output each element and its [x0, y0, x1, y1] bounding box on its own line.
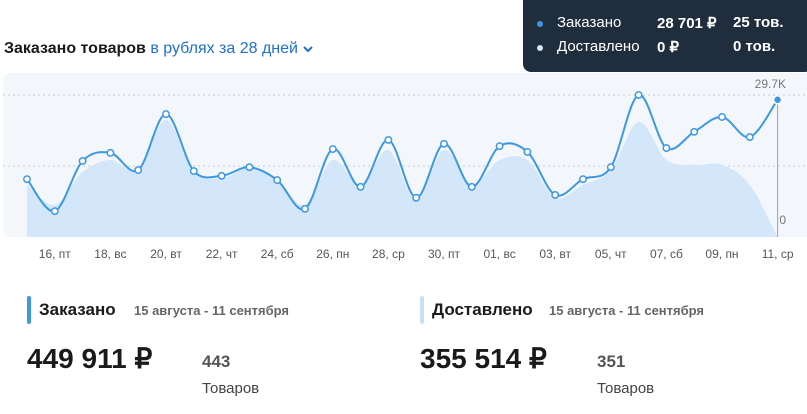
point: [495, 142, 504, 151]
point: [356, 182, 365, 191]
card-period: 15 августа - 11 сентября: [134, 303, 289, 318]
point: [579, 175, 587, 184]
point: [772, 95, 783, 105]
period-selector[interactable]: в рублях за 28 дней: [150, 40, 298, 57]
point: [467, 182, 476, 191]
x-tick-label: 26, пн: [316, 247, 349, 261]
point: [606, 163, 615, 172]
marker: [27, 296, 31, 324]
x-tick-label: 07, сб: [650, 247, 683, 261]
point: [50, 207, 59, 216]
x-tick-label: 20, вт: [150, 247, 182, 261]
point: [440, 139, 448, 148]
point: [301, 204, 309, 213]
y-tick-label: 29.7K: [755, 77, 786, 91]
point: [162, 110, 170, 119]
point: [134, 166, 143, 175]
chart: 0 29.7K 16, пт 18, вс 20, вт 22, чт 24, сб 26, …: [3, 73, 807, 261]
tt-sum: 28 701 ₽: [657, 15, 717, 32]
title: Заказано товаров: [4, 40, 146, 57]
card-count: 443: [202, 352, 231, 371]
tooltip-row: Доставлено 0 ₽ 0 тов.: [523, 38, 807, 58]
point: [245, 163, 254, 172]
point: [412, 193, 421, 202]
point: [690, 127, 699, 136]
y-tick-label: 0: [779, 213, 786, 227]
card-count-label: Товаров: [202, 380, 260, 397]
point: [217, 171, 226, 180]
card-name: Доставлено: [432, 300, 533, 319]
x-tick-label: 01, вс: [483, 247, 515, 261]
area: [27, 119, 778, 237]
point: [78, 157, 87, 165]
point: [189, 167, 198, 175]
x-tick-label: 16, пт: [39, 247, 72, 261]
point: [551, 190, 560, 199]
marker: [420, 296, 424, 324]
point: [745, 133, 754, 142]
dot: [537, 21, 543, 27]
point: [523, 147, 532, 156]
tt-name: Заказано: [557, 14, 622, 31]
tt-sum: 0 ₽: [657, 39, 680, 56]
line: [26, 94, 779, 213]
x-tick-label: 03, вт: [539, 247, 571, 261]
point: [328, 145, 337, 153]
x-tick-label: 22, чт: [206, 247, 238, 261]
tt-name: Доставлено: [557, 38, 640, 55]
x-tick-label: 24, сб: [261, 247, 294, 261]
x-tick-label: 30, пт: [428, 247, 461, 261]
card-sum: 355 514 ₽: [420, 343, 547, 374]
dot: [537, 45, 543, 51]
point: [273, 176, 282, 185]
card-count-label: Товаров: [597, 380, 655, 397]
card-count: 351: [597, 352, 626, 371]
x-tick-label: 05, чт: [595, 247, 627, 261]
point: [662, 144, 671, 153]
point: [718, 113, 726, 121]
tooltip: Заказано 28 701 ₽ 25 тов. Доставлено 0 ₽ 0 т…: [523, 0, 807, 72]
tt-count: 0 тов.: [733, 38, 776, 55]
x-tick-label: 11, ср: [762, 247, 794, 261]
card-name: Заказано: [39, 300, 116, 319]
header: Заказано товаров в рублях за 28 дней: [4, 40, 314, 58]
chevron[interactable]: [302, 44, 314, 54]
x-tick-label: 28, ср: [372, 247, 405, 261]
tt-count: 25 тов.: [733, 14, 784, 31]
point: [634, 91, 643, 99]
tooltip-row: Заказано 28 701 ₽ 25 тов.: [523, 14, 807, 34]
point: [23, 175, 31, 184]
x-tick-label: 18, вс: [94, 247, 126, 261]
card-period: 15 августа - 11 сентября: [549, 303, 704, 318]
point: [106, 148, 115, 157]
point: [384, 135, 393, 144]
x-tick-label: 09, пн: [705, 247, 738, 261]
card-sum: 449 911 ₽: [27, 343, 153, 374]
